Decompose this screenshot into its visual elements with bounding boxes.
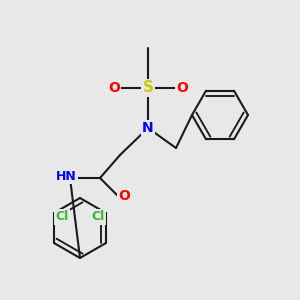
Text: O: O [108, 81, 120, 95]
Text: S: S [142, 80, 154, 95]
Text: O: O [118, 189, 130, 203]
Text: Cl: Cl [92, 211, 105, 224]
Text: HN: HN [56, 169, 76, 182]
Text: O: O [176, 81, 188, 95]
Text: Cl: Cl [56, 211, 69, 224]
Text: N: N [142, 121, 154, 135]
